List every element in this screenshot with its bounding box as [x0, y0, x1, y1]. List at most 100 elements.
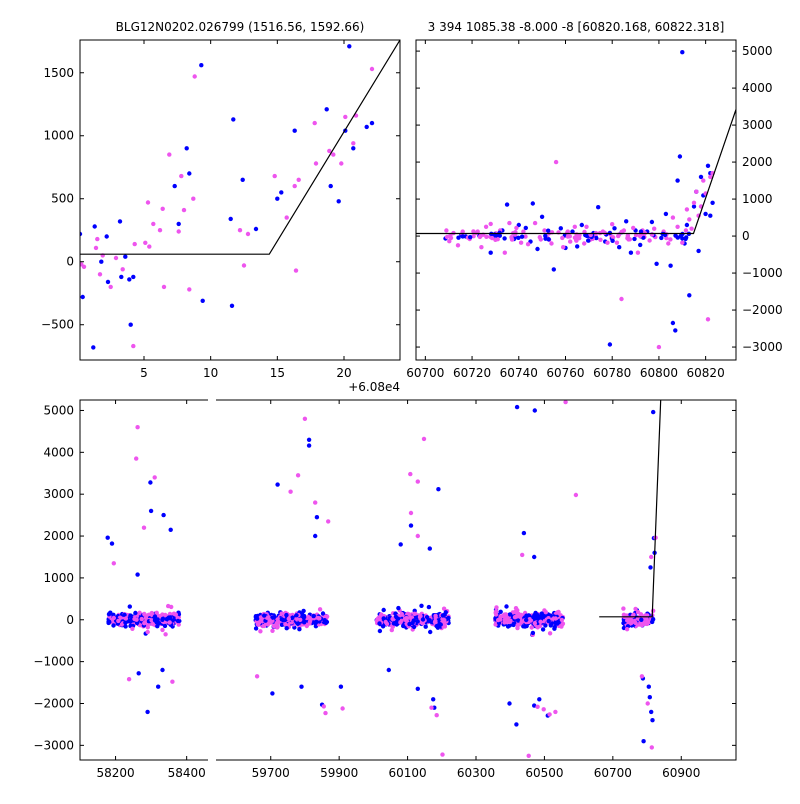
top-left-magenta-point — [131, 343, 136, 349]
top-left-magenta-point — [147, 244, 152, 249]
top-right-y-tick-label: −3000 — [742, 340, 783, 354]
top-right-point — [641, 235, 646, 240]
bottom-magenta-point — [302, 416, 308, 421]
top-left-blue-point — [253, 226, 259, 232]
bottom-point — [621, 606, 626, 611]
top-left-magenta-point — [331, 152, 336, 157]
top-right-point — [447, 239, 452, 244]
bottom-blue-point — [275, 482, 280, 487]
bottom-point — [107, 619, 112, 624]
bottom-point — [307, 615, 312, 620]
bottom-magenta-point — [434, 713, 439, 718]
top-right-magenta-point — [521, 229, 526, 234]
top-right-magenta-point — [605, 240, 610, 245]
bottom-point — [137, 623, 143, 628]
bottom-point — [514, 614, 519, 619]
bottom-magenta-point — [649, 554, 654, 560]
bottom-point — [507, 623, 512, 628]
bottom-magenta-point — [440, 752, 445, 757]
bottom-point — [123, 620, 128, 625]
bottom-point — [122, 612, 127, 618]
bottom-right-x-tick-label: 60900 — [662, 766, 700, 780]
bottom-y-tick-label: 1000 — [43, 571, 74, 585]
bottom-point — [552, 624, 557, 630]
top-left-blue-point — [240, 177, 245, 182]
top-right-point — [546, 228, 551, 233]
top-left-blue-point — [292, 128, 297, 133]
bottom-point — [304, 623, 309, 629]
top-right-blue-point — [663, 211, 669, 217]
bottom-point — [130, 626, 135, 631]
bottom-point — [167, 611, 173, 617]
top-left-blue-point — [176, 221, 181, 227]
top-right-point — [611, 235, 616, 240]
bottom-point — [631, 619, 636, 624]
bottom-blue-point — [306, 443, 312, 448]
bottom-point — [440, 613, 446, 618]
top-left-blue-point — [127, 277, 132, 282]
bottom-point — [420, 617, 426, 622]
bottom-magenta-point — [535, 704, 540, 709]
top-left-blue-point — [275, 196, 280, 201]
bottom-point — [279, 622, 285, 627]
top-left-blue-point — [119, 274, 124, 280]
top-left-model-line — [80, 40, 400, 255]
bottom-point — [139, 616, 144, 622]
top-right-x-tick-label: 60760 — [546, 366, 584, 380]
top-right-magenta-point — [694, 189, 699, 194]
top-left-magenta-point-group — [80, 66, 375, 349]
top-right-magenta-point — [572, 224, 577, 229]
top-left-y-tick-label: −500 — [41, 318, 74, 332]
top-right-magenta-point-group — [444, 159, 715, 350]
top-left-blue-point — [80, 294, 85, 300]
bottom-point — [639, 617, 644, 622]
top-left-blue-point — [104, 234, 109, 239]
top-right-magenta-point — [680, 240, 685, 245]
top-right-point — [684, 235, 689, 240]
top-right-magenta-point — [553, 159, 559, 165]
top-left-blue-point — [336, 199, 341, 204]
bottom-point — [150, 621, 155, 627]
top-right-point — [543, 236, 548, 241]
top-right-blue-point — [703, 211, 708, 217]
bottom-point — [123, 624, 128, 629]
top-left-magenta-point — [151, 221, 156, 227]
bottom-point — [160, 617, 165, 622]
top-left-blue-point — [184, 146, 189, 151]
top-left-y-tick-label: 1500 — [43, 66, 74, 80]
bottom-point — [294, 613, 299, 618]
top-right-point — [519, 234, 525, 239]
bottom-point — [498, 609, 503, 614]
bottom-point — [502, 614, 507, 620]
top-right-y-tick-label: 3000 — [742, 118, 773, 132]
bottom-blue-point — [398, 542, 403, 547]
top-right-blue-point — [523, 225, 528, 231]
bottom-point — [493, 612, 499, 617]
bottom-blue-point — [136, 671, 141, 676]
bottom-point — [535, 613, 540, 618]
top-left-magenta-point — [312, 120, 317, 126]
top-right-blue-point — [705, 163, 711, 168]
bottom-point — [625, 618, 630, 623]
bottom-blue-point — [386, 667, 391, 673]
bottom-point — [116, 618, 121, 624]
bottom-point — [428, 629, 433, 635]
bottom-point — [173, 612, 178, 617]
top-right-magenta-point — [610, 222, 615, 227]
top-right-point — [468, 235, 473, 240]
top-right-magenta-point — [518, 240, 524, 245]
bottom-point — [283, 622, 288, 627]
bottom-blue-point — [299, 684, 304, 689]
top-right-y-tick-label: 0 — [742, 229, 750, 243]
bottom-point — [307, 619, 313, 624]
bottom-magenta-point — [415, 533, 420, 539]
bottom-point — [302, 620, 307, 625]
top-left-magenta-point — [97, 272, 103, 277]
bottom-point — [442, 618, 447, 623]
bottom-point — [411, 624, 417, 630]
bottom-blue-point — [647, 695, 652, 700]
top-right-blue-point — [612, 226, 617, 231]
top-right-x-tick-label: 60740 — [500, 366, 538, 380]
top-right-point — [509, 235, 514, 240]
bottom-magenta-point — [141, 525, 147, 530]
